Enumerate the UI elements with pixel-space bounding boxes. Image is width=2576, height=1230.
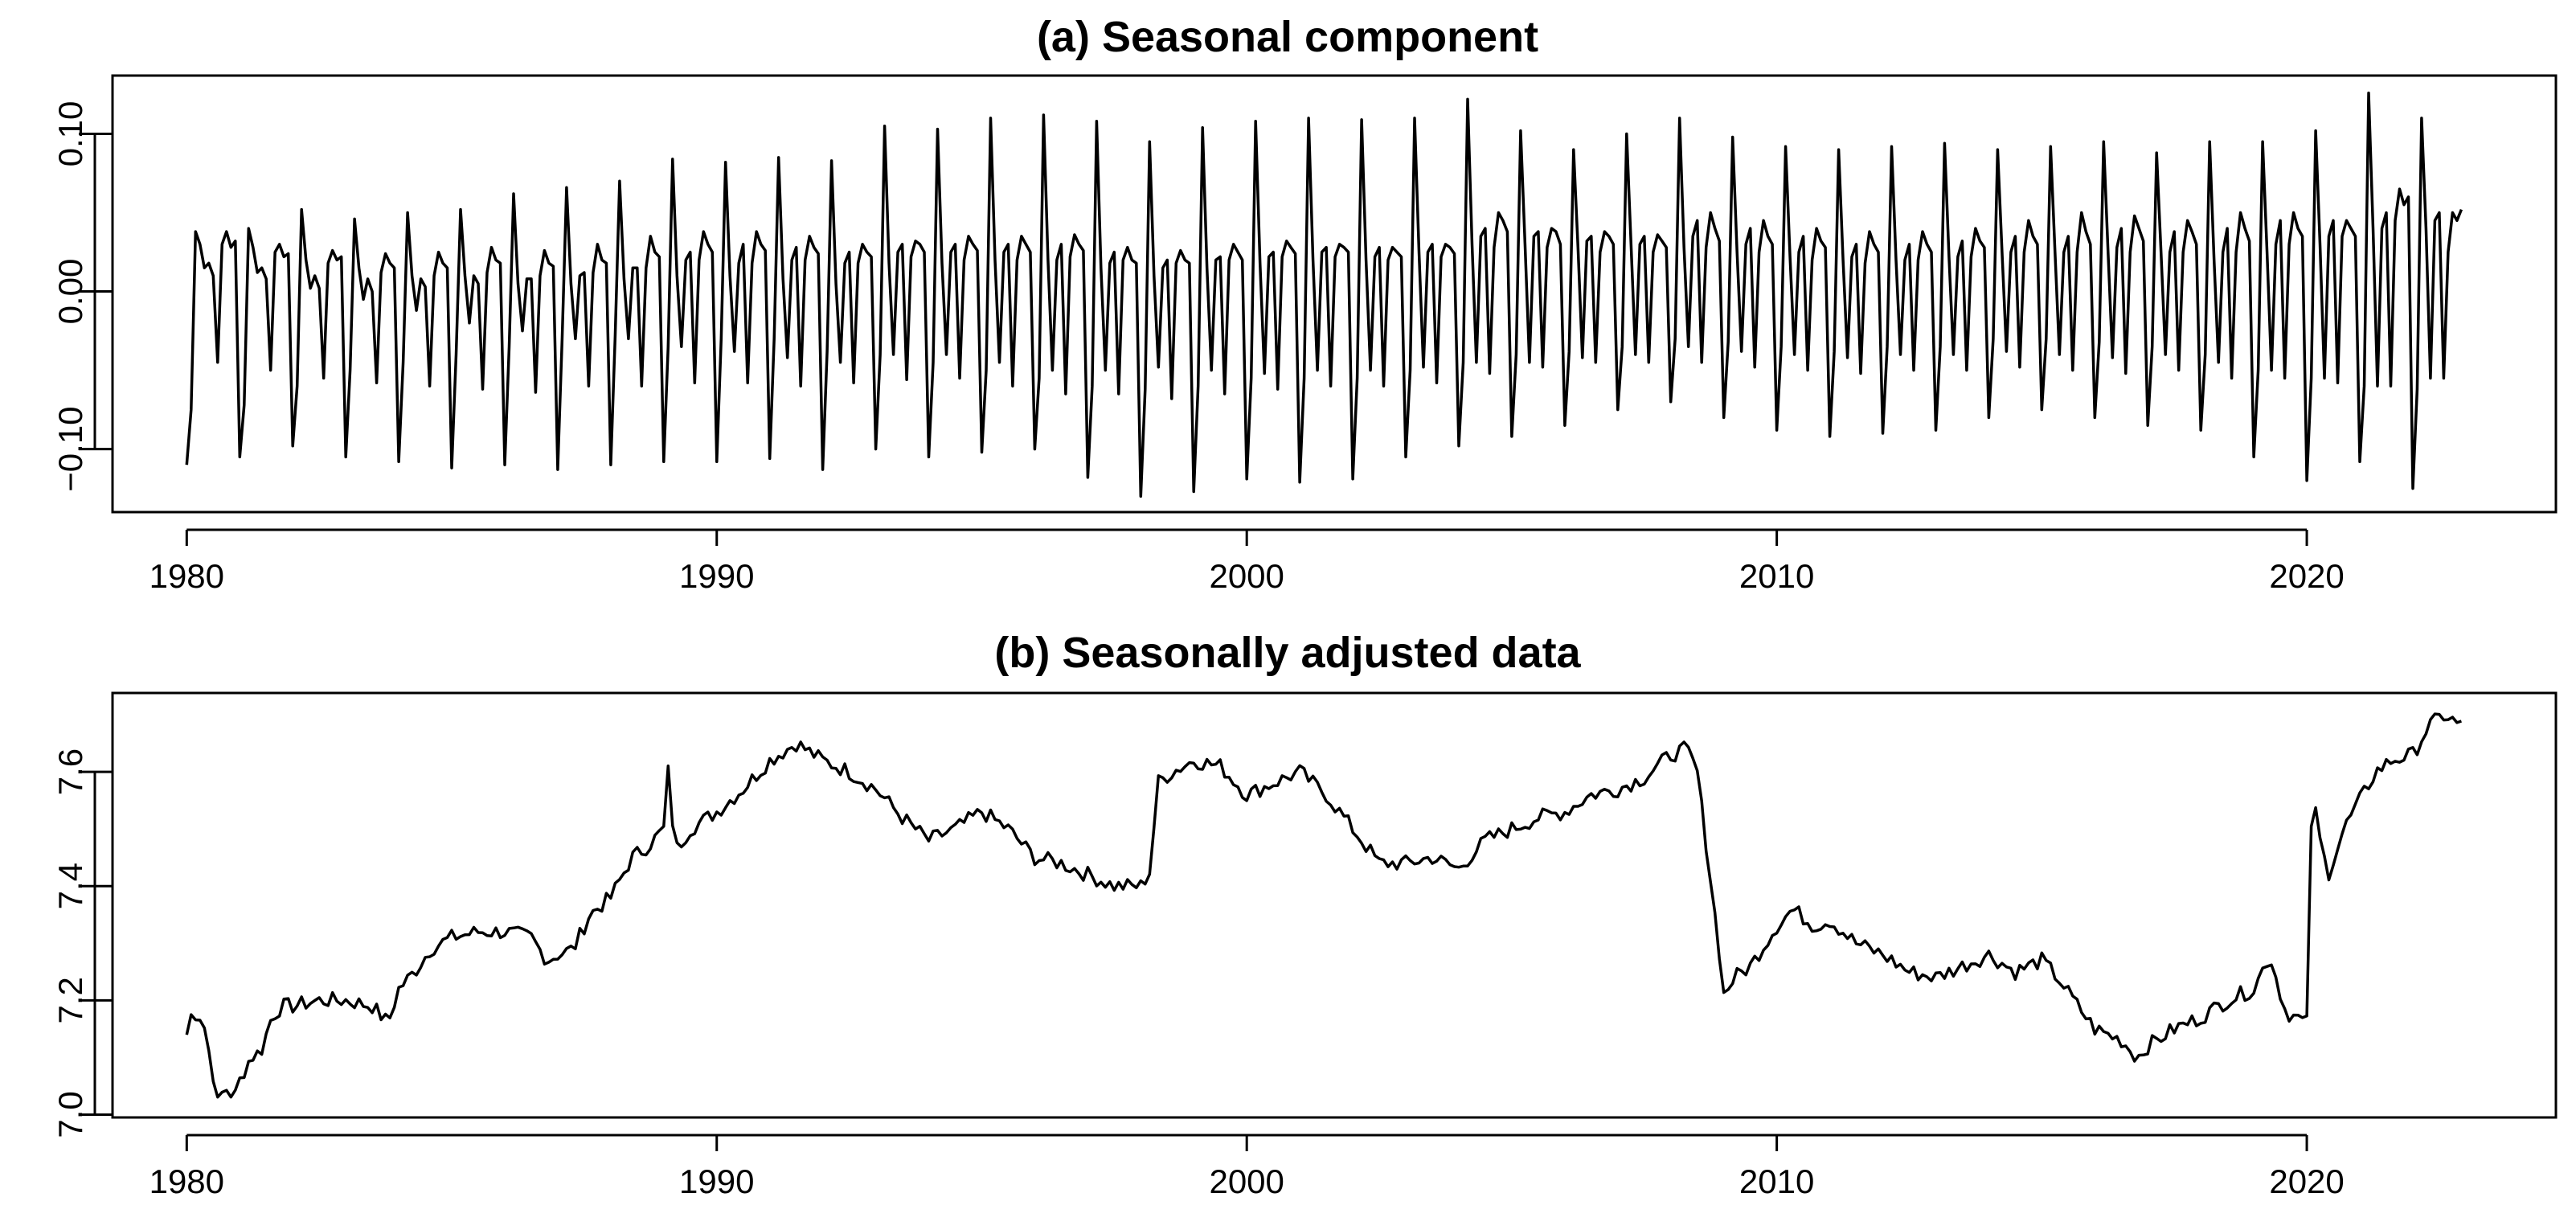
- b-x-tick-label: 2020: [2269, 1162, 2344, 1200]
- b-x-tick-label: 2000: [1209, 1162, 1284, 1200]
- b-x-tick-label: 2010: [1739, 1162, 1814, 1200]
- a-x-tick-label: 2000: [1209, 557, 1284, 595]
- panel-a-x-axis: 1980 1990 2000 2010 2020: [149, 528, 2345, 595]
- a-x-tick-label: 1980: [149, 557, 224, 595]
- panel-b-title: (b) Seasonally adjusted data: [994, 629, 1581, 677]
- b-x-tick-label: 1990: [679, 1162, 754, 1200]
- a-x-tick-label: 2010: [1739, 557, 1814, 595]
- panel-b-plot-frame: [111, 691, 2558, 1119]
- panel-seasonal-component: (a) Seasonal component −0.100.000.10 198…: [51, 13, 2558, 595]
- panel-b-adjusted-series-line: [185, 712, 2462, 1099]
- b-x-tick-label: 1980: [149, 1162, 224, 1200]
- panel-b-x-axis: 1980 1990 2000 2010 2020: [149, 1134, 2345, 1200]
- panel-a-y-axis: −0.100.000.10: [51, 101, 113, 492]
- a-x-tick-label: 2020: [2269, 557, 2344, 595]
- a-x-tick-label: 1990: [679, 557, 754, 595]
- panel-b-y-axis: 7.07.27.47.6: [51, 748, 113, 1138]
- panel-a-seasonal-series-line: [185, 91, 2463, 498]
- panel-seasonally-adjusted: (b) Seasonally adjusted data 7.07.27.47.…: [51, 629, 2558, 1200]
- panel-a-plot-frame: [111, 74, 2558, 514]
- panel-a-title: (a) Seasonal component: [1037, 13, 1538, 61]
